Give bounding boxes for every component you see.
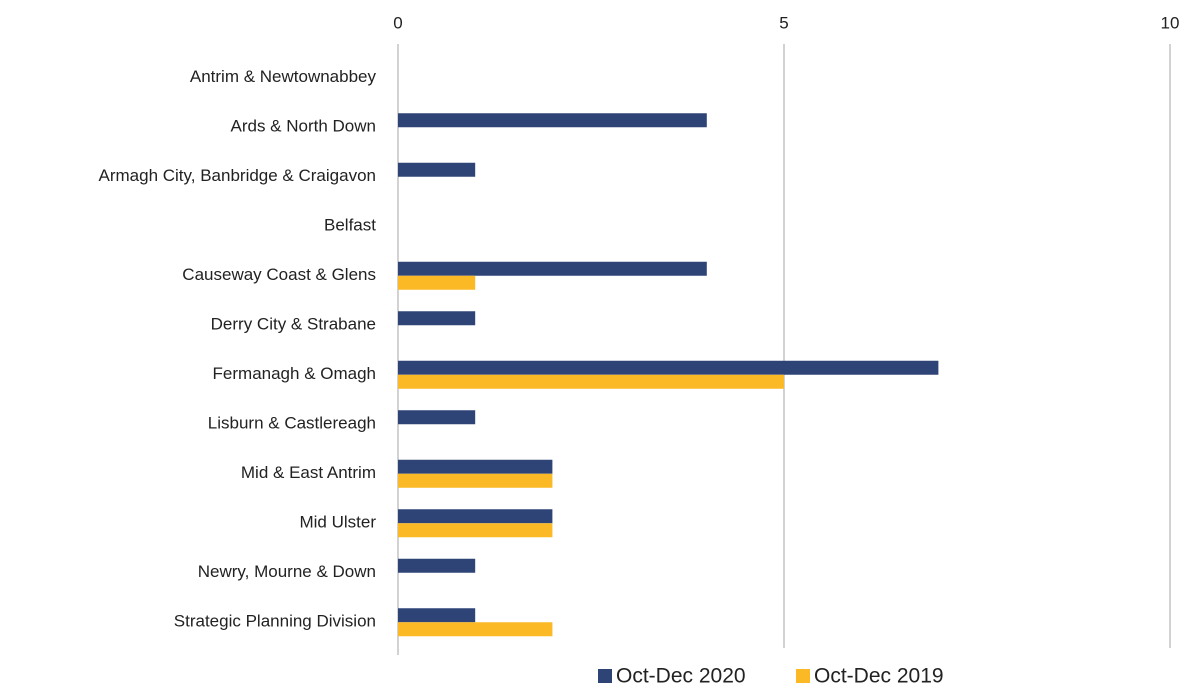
bar [398, 410, 476, 425]
y-tick-label: Strategic Planning Division [174, 612, 376, 631]
bar [398, 374, 784, 389]
y-tick-label: Derry City & Strabane [211, 315, 376, 334]
legend-label: Oct-Dec 2020 [616, 665, 746, 688]
bar [398, 162, 476, 177]
y-tick-label: Mid & East Antrim [241, 463, 376, 482]
x-tick-label: 5 [779, 13, 788, 32]
bar [398, 360, 939, 375]
y-tick-label: Lisburn & Castlereagh [208, 414, 376, 433]
y-tick-label: Antrim & Newtownabbey [190, 67, 377, 86]
y-tick-label: Newry, Mourne & Down [198, 562, 376, 581]
legend-swatch [796, 669, 810, 683]
bar [398, 275, 476, 290]
legend-label: Oct-Dec 2019 [814, 665, 944, 688]
y-tick-label: Causeway Coast & Glens [182, 265, 376, 284]
y-tick-label: Mid Ulster [299, 513, 376, 532]
bar [398, 473, 553, 488]
bar [398, 558, 476, 573]
bar [398, 459, 553, 474]
bar [398, 311, 476, 326]
x-tick-label: 0 [393, 13, 402, 32]
x-tick-label: 10 [1161, 13, 1180, 32]
bar [398, 261, 707, 276]
y-tick-label: Armagh City, Banbridge & Craigavon [99, 166, 377, 185]
y-tick-label: Belfast [324, 216, 376, 235]
bar [398, 608, 476, 623]
bar [398, 509, 553, 524]
bar [398, 523, 553, 538]
legend-swatch [598, 669, 612, 683]
y-tick-label: Ards & North Down [231, 117, 377, 136]
bar [398, 622, 553, 637]
bar [398, 113, 707, 128]
y-tick-label: Fermanagh & Omagh [213, 364, 376, 383]
